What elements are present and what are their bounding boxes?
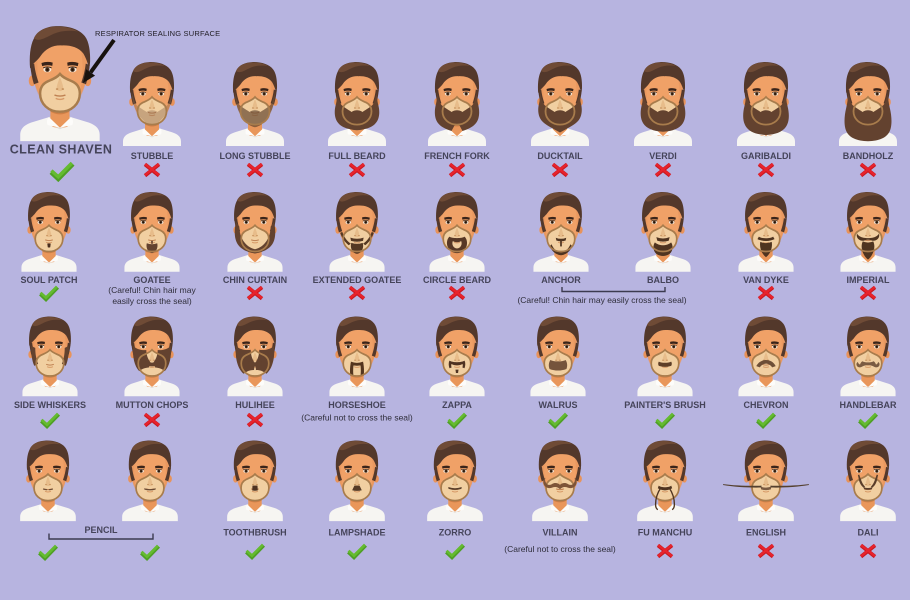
svg-text:CIRCLE BEARD: CIRCLE BEARD [423, 275, 492, 285]
svg-text:HULIHEE: HULIHEE [235, 400, 275, 410]
svg-text:PAINTER'S BRUSH: PAINTER'S BRUSH [624, 400, 705, 410]
svg-text:TOOTHBRUSH: TOOTHBRUSH [223, 528, 286, 538]
svg-text:ENGLISH: ENGLISH [746, 528, 786, 538]
svg-text:DUCKTAIL: DUCKTAIL [537, 151, 583, 161]
svg-text:VILLAIN: VILLAIN [543, 528, 578, 538]
svg-text:HANDLEBAR: HANDLEBAR [840, 400, 897, 410]
svg-text:FU MANCHU: FU MANCHU [638, 528, 693, 538]
svg-text:FRENCH FORK: FRENCH FORK [424, 151, 490, 161]
svg-text:ANCHOR: ANCHOR [541, 275, 581, 285]
svg-text:VERDI: VERDI [649, 151, 677, 161]
svg-text:BANDHOLZ: BANDHOLZ [843, 151, 894, 161]
svg-text:DALI: DALI [858, 528, 879, 538]
svg-text:VAN DYKE: VAN DYKE [743, 275, 789, 285]
svg-text:EXTENDED GOATEE: EXTENDED GOATEE [313, 275, 402, 285]
svg-text:ZAPPA: ZAPPA [442, 400, 472, 410]
svg-text:(Careful not to cross the seal: (Careful not to cross the seal) [504, 544, 616, 554]
svg-text:LONG STUBBLE: LONG STUBBLE [220, 151, 291, 161]
svg-text:IMPERIAL: IMPERIAL [846, 275, 890, 285]
svg-text:WALRUS: WALRUS [539, 400, 578, 410]
svg-text:HORSESHOE: HORSESHOE [328, 400, 386, 410]
svg-text:STUBBLE: STUBBLE [131, 151, 174, 161]
svg-text:CLEAN SHAVEN: CLEAN SHAVEN [10, 143, 113, 157]
svg-text:easily cross the seal): easily cross the seal) [112, 296, 192, 306]
svg-text:SOUL PATCH: SOUL PATCH [20, 275, 77, 285]
svg-text:SIDE WHISKERS: SIDE WHISKERS [14, 400, 86, 410]
svg-text:BALBO: BALBO [647, 275, 679, 285]
svg-text:FULL BEARD: FULL BEARD [328, 151, 386, 161]
svg-text:CHIN CURTAIN: CHIN CURTAIN [223, 275, 287, 285]
svg-text:(Careful! Chin hair may easily: (Careful! Chin hair may easily cross the… [517, 295, 686, 305]
svg-text:MUTTON CHOPS: MUTTON CHOPS [116, 400, 189, 410]
svg-text:CHEVRON: CHEVRON [743, 400, 788, 410]
svg-text:GARIBALDI: GARIBALDI [741, 151, 791, 161]
svg-text:LAMPSHADE: LAMPSHADE [328, 528, 385, 538]
svg-text:(Careful! Chin hair may: (Careful! Chin hair may [108, 285, 196, 295]
svg-text:PENCIL: PENCIL [84, 525, 118, 535]
svg-text:(Careful not to cross the seal: (Careful not to cross the seal) [301, 413, 413, 423]
svg-text:GOATEE: GOATEE [133, 275, 170, 285]
svg-text:RESPIRATOR SEALING SURFACE: RESPIRATOR SEALING SURFACE [95, 29, 220, 38]
svg-text:ZORRO: ZORRO [439, 528, 472, 538]
